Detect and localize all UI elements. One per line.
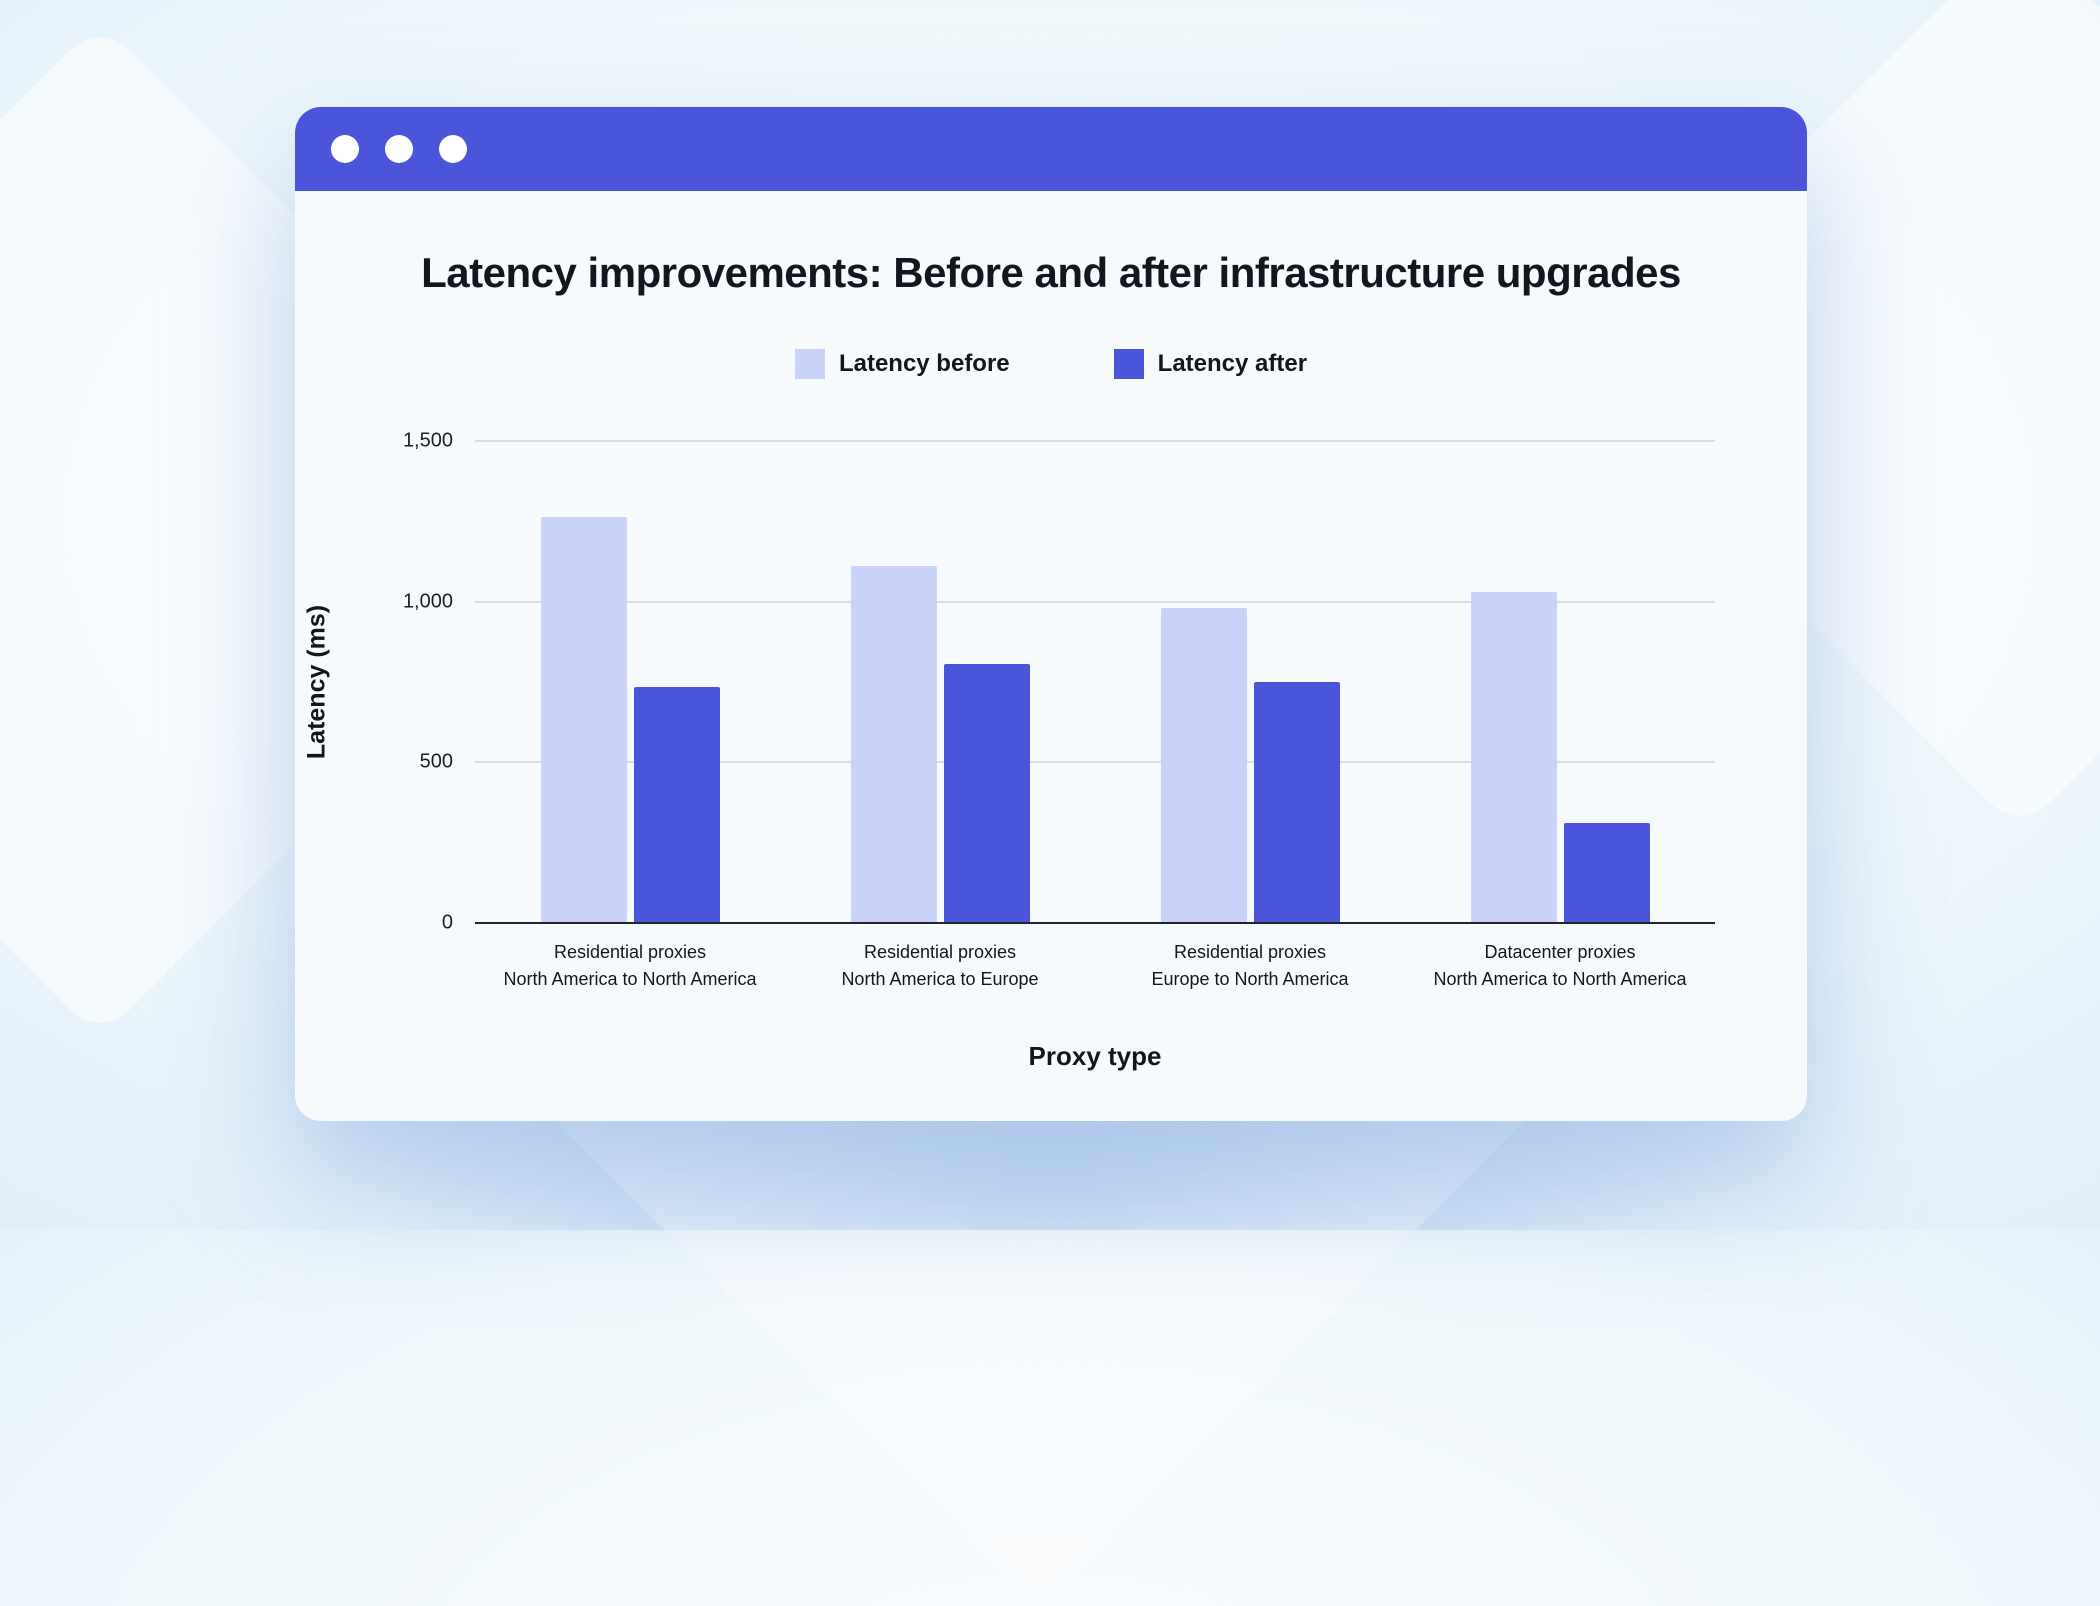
legend-item-before: Latency before xyxy=(794,349,1010,379)
window-titlebar xyxy=(295,107,1807,191)
bar-group xyxy=(475,441,785,923)
chart-title: Latency improvements: Before and after i… xyxy=(421,249,1681,296)
x-category-label: Residential proxies Europe to North Amer… xyxy=(1151,942,1349,989)
bar-before xyxy=(850,566,937,923)
bar-before xyxy=(1160,608,1247,923)
y-tick-label: 1,500 xyxy=(402,429,453,452)
window-dot xyxy=(331,135,359,163)
x-labels: Residential proxies North America to Nor… xyxy=(475,939,1715,993)
y-gridline: 1,000 xyxy=(403,590,1715,612)
bar-group xyxy=(1405,441,1715,923)
bar-before xyxy=(1470,592,1557,923)
legend-item-after: Latency after xyxy=(1113,349,1308,379)
bar-after xyxy=(1563,823,1650,923)
legend-label-after: Latency after xyxy=(1157,350,1308,377)
bar-after xyxy=(1253,682,1340,923)
x-category-label: Residential proxies North America to Eur… xyxy=(841,942,1039,989)
chart-card: Latency improvements: Before and after i… xyxy=(295,191,1807,1072)
bar-groups xyxy=(475,441,1715,923)
bar-before xyxy=(540,516,627,923)
bar-group xyxy=(785,441,1095,923)
plot-area: Latency (ms) 0 500 1,000 1,500 xyxy=(303,430,1715,934)
y-gridline: 500 xyxy=(420,751,1715,773)
bar-group xyxy=(1095,441,1405,923)
y-tick-label: 500 xyxy=(419,750,453,773)
bar-after xyxy=(633,686,720,923)
y-tick-label: 1,000 xyxy=(402,590,453,613)
browser-window: Latency improvements: Before and after i… xyxy=(295,107,1807,1121)
legend-swatch-before xyxy=(794,349,825,379)
chart-legend: Latency before Latency after xyxy=(295,349,1807,379)
y-axis-title: Latency (ms) xyxy=(302,604,331,760)
window-dot xyxy=(385,135,413,163)
y-tick-label: 0 xyxy=(441,911,453,934)
x-axis-title: Proxy type xyxy=(1028,1041,1162,1071)
legend-swatch-after xyxy=(1113,349,1144,379)
x-category-label: Datacenter proxies North America to Nort… xyxy=(1433,942,1687,989)
x-category-label: Residential proxies North America to Nor… xyxy=(503,942,757,989)
bar-after xyxy=(943,664,1030,923)
window-dot xyxy=(439,135,467,163)
legend-label-before: Latency before xyxy=(838,350,1010,377)
x-axis-line: 0 xyxy=(442,912,1715,934)
y-gridline: 1,500 xyxy=(403,430,1715,452)
